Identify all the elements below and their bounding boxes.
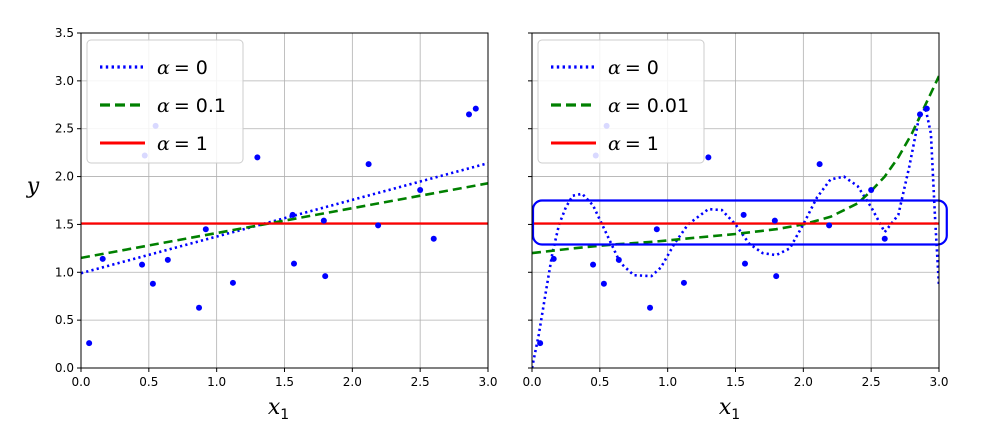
data-point (550, 255, 557, 262)
x-tick-label: 3.0 (929, 375, 948, 389)
x-axis-label: x1 (268, 395, 289, 423)
data-point (741, 260, 748, 267)
x-tick-label: 2.0 (343, 375, 362, 389)
x-tick-label: 2.5 (862, 375, 881, 389)
x-tick-label: 0.5 (139, 375, 158, 389)
series-line-1 (532, 75, 939, 255)
legend-label-0: α = 0 (608, 57, 659, 79)
x-tick-label: 2.5 (411, 375, 430, 389)
data-point (320, 217, 327, 224)
series-line-0 (532, 106, 939, 368)
data-point (254, 154, 261, 161)
series-line-1 (81, 182, 488, 260)
data-point (229, 279, 236, 286)
legend-box (537, 39, 705, 164)
legend-label-2: α = 1 (157, 133, 208, 155)
right-plot-panel: 0.0 0.5 1.0 1.5 2.0 2.5 3.0 x1 α = 0 α = 0.01 α = 1 (522, 32, 949, 423)
highlight-box (531, 199, 948, 246)
data-point (816, 161, 823, 168)
data-point (923, 105, 930, 112)
data-point (590, 261, 597, 268)
y-tick-label: 1.5 (55, 217, 74, 231)
y-tick-label: 2.0 (55, 170, 74, 184)
y-tick-label: 0.5 (55, 313, 74, 327)
x-tick-label: 0.5 (590, 375, 609, 389)
data-point (740, 211, 747, 218)
y-axis-label: y (26, 174, 40, 199)
data-point (375, 222, 382, 229)
data-point (289, 211, 296, 218)
data-point (773, 273, 780, 280)
legend-label-2: α = 1 (608, 133, 659, 155)
x-tick-label: 1.0 (658, 375, 677, 389)
data-point (149, 280, 156, 287)
x-tick-label: 0.0 (522, 375, 541, 389)
data-point (868, 186, 875, 193)
data-point (290, 260, 297, 267)
legend: α = 0 α = 0.01 α = 1 (537, 39, 705, 164)
data-point (365, 161, 372, 168)
x-tick-label: 1.5 (275, 375, 294, 389)
data-point (537, 340, 544, 347)
data-point (139, 261, 146, 268)
y-tick-label: 2.5 (55, 122, 74, 136)
data-point (322, 273, 329, 280)
series-group (532, 75, 939, 368)
legend-label-1: α = 0.01 (608, 95, 689, 117)
x-axis-label: x1 (719, 395, 740, 423)
y-tick-label: 3.0 (55, 74, 74, 88)
data-point (917, 111, 924, 118)
data-point (647, 304, 654, 311)
left-plot-panel: 0.0 0.5 1.0 1.5 2.0 2.5 3.0 0.0 0.5 1.0 1.5 2.0 2.5 3… (26, 26, 498, 423)
data-point (430, 235, 437, 242)
data-point (164, 256, 171, 263)
x-tick-label: 0.0 (71, 375, 90, 389)
data-point (600, 280, 607, 287)
series-group (81, 161, 488, 275)
data-point (86, 340, 93, 347)
data-point (771, 217, 778, 224)
legend: α = 0 α = 0.1 α = 1 (86, 39, 244, 164)
data-point (705, 154, 712, 161)
data-point (417, 186, 424, 193)
y-tick-label: 0.0 (55, 361, 74, 375)
x-tick-label: 1.0 (207, 375, 226, 389)
data-point (202, 226, 209, 233)
data-point (826, 222, 833, 229)
data-point (99, 255, 106, 262)
y-tick-label: 1.0 (55, 265, 74, 279)
data-point (653, 226, 660, 233)
x-tick-label: 2.0 (794, 375, 813, 389)
x-tick-label: 3.0 (478, 375, 497, 389)
y-tick-label: 3.5 (55, 26, 74, 40)
data-point (466, 111, 473, 118)
data-point (196, 304, 203, 311)
data-point (472, 105, 479, 112)
legend-label-0: α = 0 (157, 57, 208, 79)
x-tick-label: 1.5 (726, 375, 745, 389)
data-point (680, 279, 687, 286)
legend-box (86, 39, 244, 164)
series-line-0 (81, 161, 488, 275)
legend-label-1: α = 0.1 (157, 95, 226, 117)
data-point (615, 256, 622, 263)
data-point (881, 235, 888, 242)
